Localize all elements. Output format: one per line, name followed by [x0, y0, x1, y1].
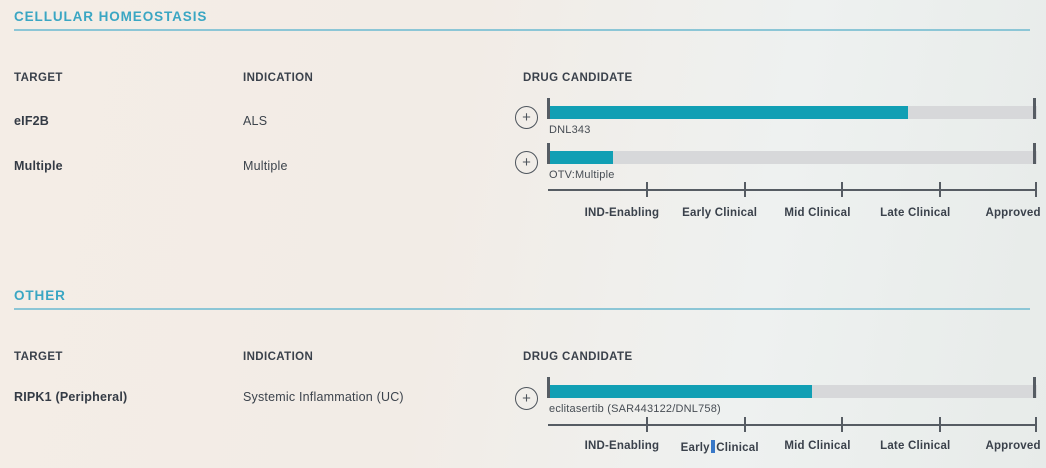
axis-tick — [645, 182, 648, 197]
pipeline-bar — [547, 143, 1037, 164]
drug-candidate-label: OTV:Multiple — [549, 169, 615, 181]
column-header-target: TARGET — [14, 72, 63, 84]
section-title-other: OTHER — [14, 288, 66, 303]
pipeline-bar-fill — [548, 385, 813, 398]
axis-stage-label: Early Clinical — [682, 207, 758, 219]
axis-stage-label: Late Clinical — [880, 207, 951, 219]
axis-tick — [1035, 417, 1037, 432]
section-divider — [14, 29, 1030, 31]
axis-stage-label: Approved — [985, 207, 1041, 219]
drug-candidate-label: DNL343 — [549, 124, 591, 136]
target-cell: eIF2B — [14, 114, 50, 128]
axis-tick — [939, 417, 942, 432]
column-header-drug-candidate: DRUG CANDIDATE — [523, 351, 633, 363]
pipeline-bar-fill — [548, 151, 614, 164]
axis-tick — [939, 182, 942, 197]
indication-cell: Multiple — [243, 159, 288, 173]
bar-start-tick — [547, 98, 550, 119]
expand-row-button[interactable]: + — [515, 151, 538, 174]
axis-stage-label: Mid Clinical — [784, 207, 851, 219]
expand-row-button[interactable]: + — [515, 106, 538, 129]
bar-end-tick — [1033, 143, 1036, 164]
axis-stage-label: Early Clinical — [671, 440, 769, 454]
column-header-target: TARGET — [14, 351, 63, 363]
text-selection-highlight — [710, 440, 716, 453]
pipeline-bar-fill — [548, 106, 908, 119]
pipeline-bar-track — [548, 151, 1037, 164]
plus-icon: + — [522, 390, 531, 407]
stage-axis — [548, 417, 1037, 432]
pipeline-bar — [547, 98, 1037, 119]
axis-stage-label: IND-Enabling — [584, 207, 660, 219]
target-cell: RIPK1 (Peripheral) — [14, 390, 128, 404]
axis-stage-label: Mid Clinical — [784, 440, 851, 452]
expand-row-button[interactable]: + — [515, 387, 538, 410]
bar-end-tick — [1033, 98, 1036, 119]
plus-icon: + — [522, 154, 531, 171]
pipeline-bar — [547, 377, 1037, 398]
indication-cell: ALS — [243, 114, 268, 128]
section-divider — [14, 308, 1030, 310]
axis-tick — [841, 417, 844, 432]
axis-stage-label: Late Clinical — [880, 440, 951, 452]
stage-axis — [548, 182, 1037, 197]
indication-cell: Systemic Inflammation (UC) — [243, 390, 404, 404]
bar-start-tick — [547, 143, 550, 164]
axis-tick — [743, 417, 746, 432]
stage-axis-labels: IND-Enabling Early Clinical Mid Clinical … — [548, 440, 1041, 454]
axis-stage-label-part: Early — [680, 442, 710, 454]
column-header-indication: INDICATION — [243, 351, 314, 363]
bar-start-tick — [547, 377, 550, 398]
plus-icon: + — [522, 109, 531, 126]
column-header-indication: INDICATION — [243, 72, 314, 84]
section-title-cellular-homeostasis: CELLULAR HOMEOSTASIS — [14, 9, 208, 24]
axis-tick — [841, 182, 844, 197]
column-header-drug-candidate: DRUG CANDIDATE — [523, 72, 633, 84]
drug-candidate-label: eclitasertib (SAR443122/DNL758) — [549, 403, 721, 415]
axis-tick — [645, 417, 648, 432]
axis-tick — [1035, 182, 1037, 197]
bar-end-tick — [1033, 377, 1036, 398]
stage-axis-labels: IND-Enabling Early Clinical Mid Clinical… — [548, 207, 1041, 221]
axis-stage-label: Approved — [985, 440, 1041, 452]
target-cell: Multiple — [14, 159, 63, 173]
axis-stage-label-part: Clinical — [716, 442, 759, 454]
axis-stage-label: IND-Enabling — [584, 440, 660, 452]
axis-tick — [743, 182, 746, 197]
